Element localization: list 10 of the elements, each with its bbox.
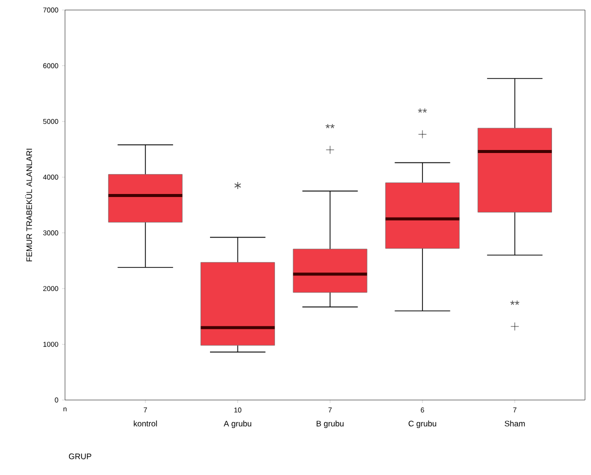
x-tick-label: A grubu [224, 420, 252, 428]
annotation: ** [510, 300, 520, 305]
annotation: ** [326, 124, 335, 128]
annotation: ** [418, 108, 427, 113]
x-tick-label: B grubu [316, 420, 344, 428]
x-tick-label: kontrol [134, 420, 157, 426]
x-axis-title: GRUP [68, 454, 92, 460]
x-tick-label: C grubu [408, 420, 436, 428]
y-axis-title: FEMUR TRABEKÜL ALANLARI [25, 148, 32, 262]
x-tick-label: Sham [504, 420, 525, 426]
